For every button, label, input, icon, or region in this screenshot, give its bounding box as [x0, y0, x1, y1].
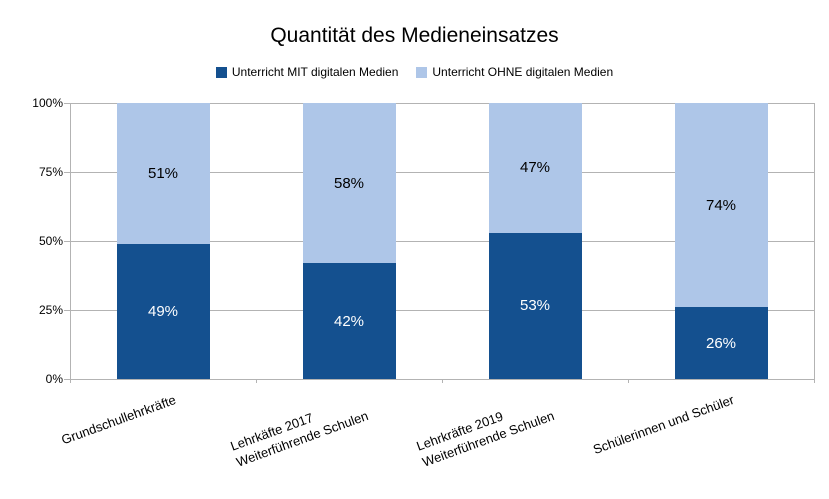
x-axis-tick — [256, 379, 257, 383]
legend: Unterricht MIT digitalen Medien Unterric… — [0, 65, 829, 79]
bar-segment-ohne: 47% — [488, 103, 582, 233]
bar-value-label: 42% — [333, 312, 365, 330]
plot-right-border — [814, 103, 815, 379]
legend-swatch-mit-icon — [215, 66, 227, 78]
x-axis-tick — [628, 379, 629, 383]
bar-segment-mit: 49% — [116, 243, 210, 379]
y-axis-tick-label: 25% — [38, 303, 63, 317]
bar-value-label: 74% — [705, 196, 737, 214]
bar-value-label: 51% — [147, 164, 179, 182]
bar-value-label: 53% — [519, 297, 551, 315]
y-axis-tick — [64, 172, 70, 173]
y-axis-tick — [64, 241, 70, 242]
gridline — [70, 241, 814, 242]
x-axis-category-label: Schülerinnen und Schüler — [591, 392, 737, 458]
gridline — [70, 172, 814, 173]
y-axis-line — [70, 103, 71, 383]
bar-segment-mit: 26% — [674, 307, 768, 379]
bar-value-label: 26% — [705, 334, 737, 352]
y-axis-tick — [64, 379, 70, 380]
y-axis-tick-label: 75% — [38, 165, 63, 179]
bar-value-label: 58% — [333, 174, 365, 192]
legend-label-ohne: Unterricht OHNE digitalen Medien — [432, 65, 614, 79]
y-axis-tick — [64, 310, 70, 311]
bar-segment-mit: 42% — [302, 263, 396, 379]
legend-swatch-ohne-icon — [416, 66, 428, 78]
legend-label-mit: Unterricht MIT digitalen Medien — [231, 65, 399, 79]
gridline — [70, 310, 814, 311]
bar-segment-mit: 53% — [488, 232, 582, 379]
y-axis-tick-label: 50% — [38, 234, 63, 248]
bar-segment-ohne: 58% — [302, 103, 396, 264]
bar-value-label: 49% — [147, 302, 179, 320]
x-axis-category-label: Grundschullehrkräfte — [59, 392, 179, 448]
y-axis-tick — [64, 103, 70, 104]
x-axis-category-label: Lehrkäfte 2017 Weiterführende Schulen — [228, 407, 370, 470]
x-axis-tick — [814, 379, 815, 383]
x-axis-category-label: Lehrkräfte 2019 Weiterführende Schulen — [414, 407, 556, 470]
y-axis-tick-label: 100% — [32, 96, 63, 110]
gridline — [70, 103, 814, 104]
chart-title: Quantität des Medieneinsatzes — [270, 24, 559, 47]
legend-item-mit: Unterricht MIT digitalen Medien — [215, 65, 399, 79]
legend-item-ohne: Unterricht OHNE digitalen Medien — [416, 65, 613, 79]
bar-segment-ohne: 74% — [674, 103, 768, 308]
y-axis-tick-label: 0% — [45, 372, 63, 386]
bar-value-label: 47% — [519, 159, 551, 177]
x-axis-tick — [442, 379, 443, 383]
bar-segment-ohne: 51% — [116, 103, 210, 244]
